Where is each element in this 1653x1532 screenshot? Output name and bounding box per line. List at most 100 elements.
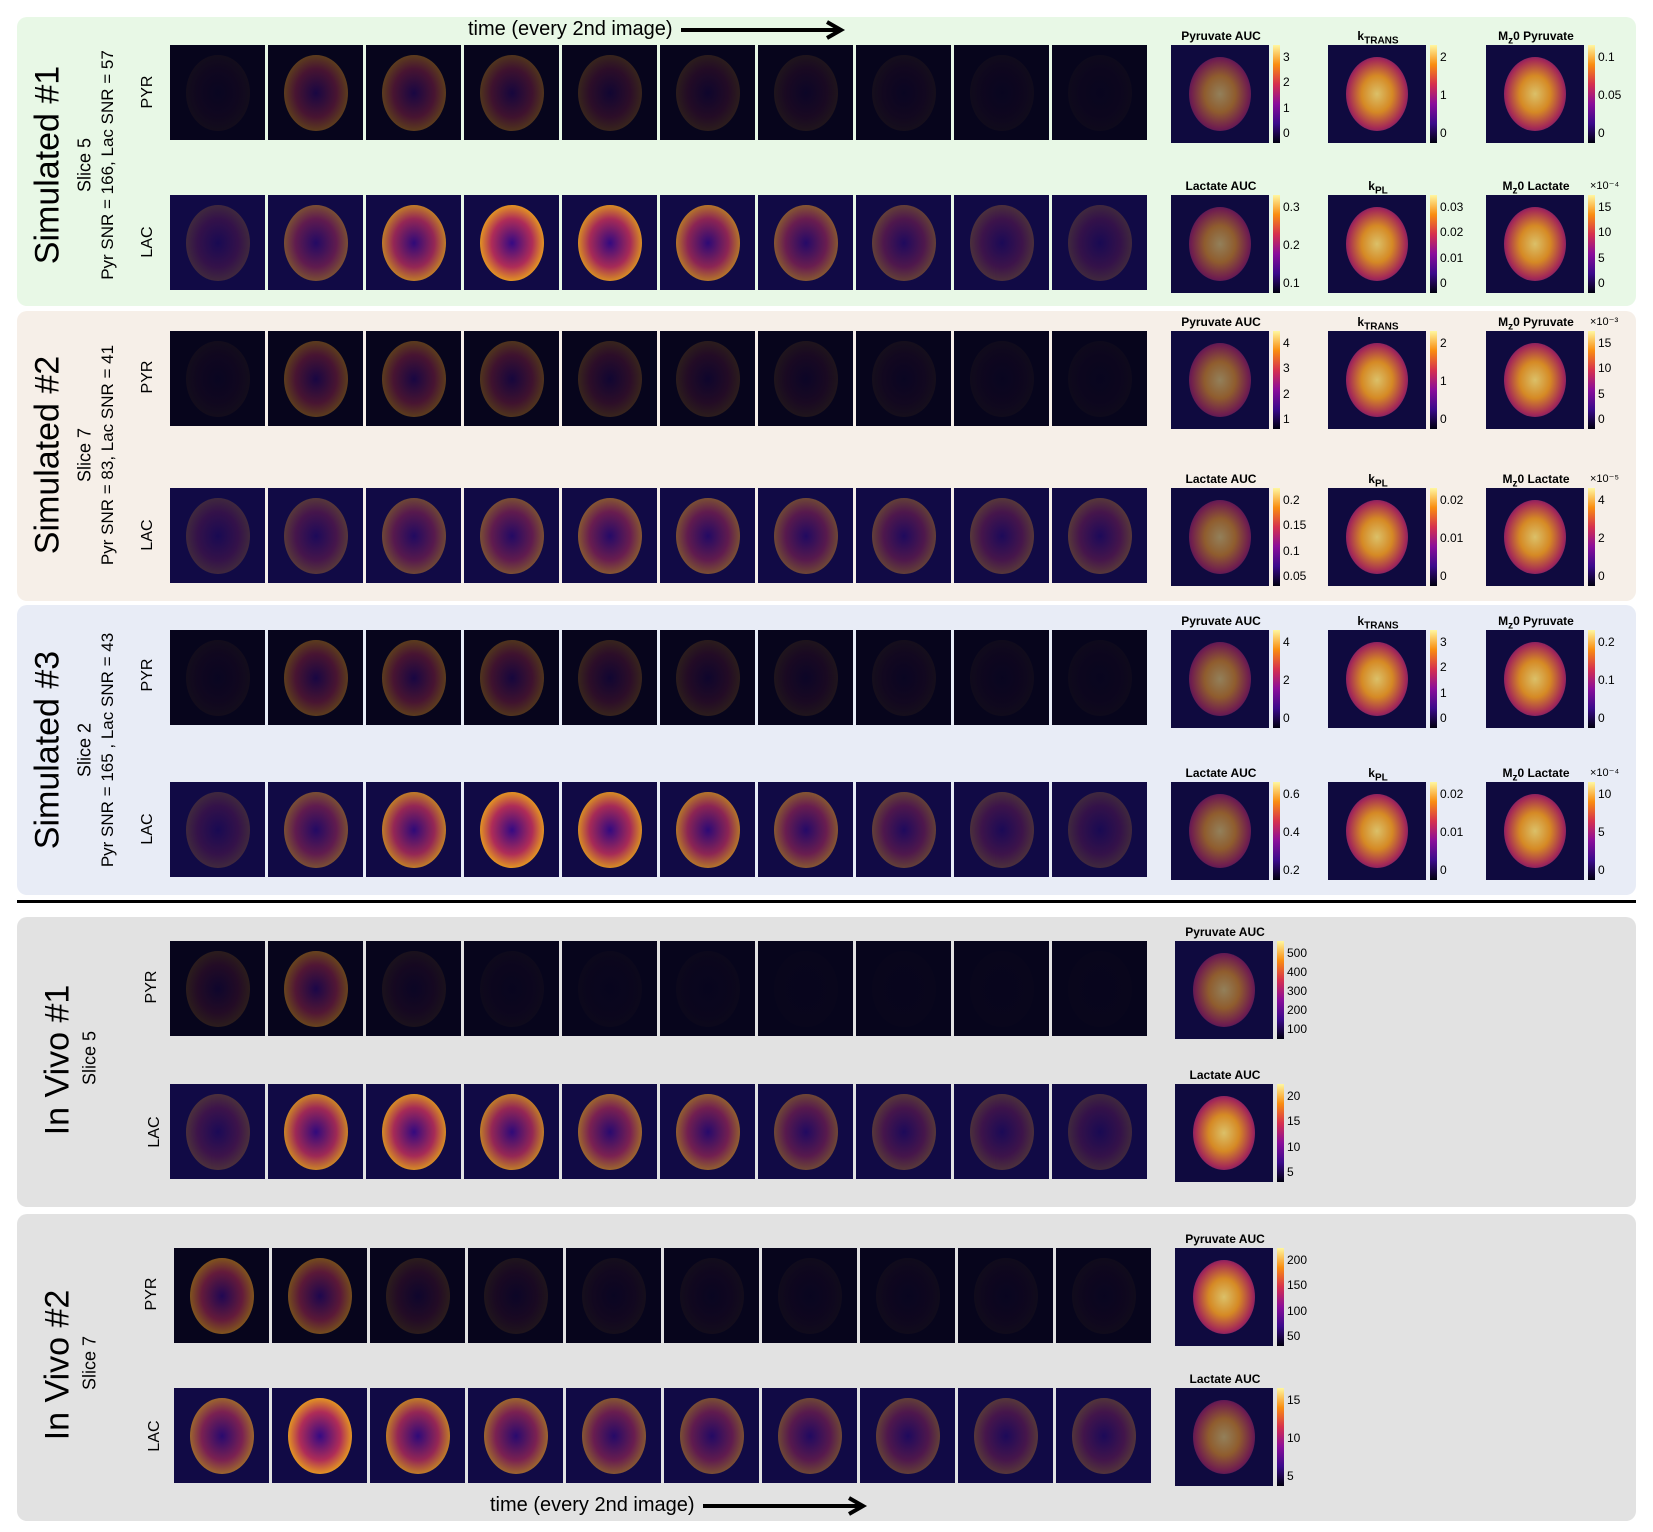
brain-shape (189, 1257, 254, 1334)
brain-shape (875, 1397, 940, 1474)
map-title-subscript: TRANS (1364, 35, 1399, 47)
time-frame-image (366, 941, 461, 1036)
brain-shape (1504, 642, 1566, 716)
time-frame-image (464, 331, 559, 426)
brain-shape (577, 54, 642, 131)
colorbar-tick: 100 (1287, 1303, 1308, 1318)
time-frame-image (268, 195, 363, 290)
colorbar-tick: 1 (1440, 685, 1447, 700)
time-frame-image (856, 630, 951, 725)
brain-shape (1189, 642, 1251, 716)
time-frame-image (954, 331, 1049, 426)
colorbar-tick: 0.02 (1440, 225, 1464, 240)
colorbar-tick: 0 (1440, 276, 1447, 291)
brain-shape (969, 1093, 1034, 1170)
colorbar-tick: 10 (1287, 1430, 1301, 1445)
brain-shape (483, 1257, 548, 1334)
time-frame-image (958, 1388, 1053, 1483)
time-frame-image (366, 331, 461, 426)
map-title-subscript: PL (1374, 478, 1388, 490)
brain-shape (1193, 1096, 1255, 1170)
brain-shape (1067, 204, 1132, 281)
colorbar (1430, 782, 1437, 880)
colorbar (1273, 331, 1280, 429)
time-label-bottom: time (every 2nd image) (490, 1494, 871, 1517)
time-frame-image (1052, 488, 1147, 583)
row-label-lac: LAC (139, 813, 156, 845)
slice-label: Slice 2 (74, 722, 95, 778)
time-frame-image (562, 45, 657, 140)
lac-time-series (170, 488, 1147, 583)
map-title-subscript: z (1512, 772, 1518, 784)
map-title: Pyruvate AUC (1185, 1232, 1265, 1246)
time-frame-image (856, 488, 951, 583)
brain-shape (185, 204, 250, 281)
time-frame-image (954, 45, 1049, 140)
brain-shape (577, 340, 642, 417)
colorbar-ticks: 0.03 0.02 0.01 0 (1440, 195, 1480, 293)
colorbar-tick: 0 (1598, 276, 1605, 291)
snr-label: Pyr SNR = 83, Lac SNR = 41 (98, 344, 117, 566)
brain-shape (1068, 951, 1132, 1027)
colorbar-tick: 2 (1598, 530, 1605, 545)
time-frame-image (954, 1084, 1049, 1179)
time-frame-image (566, 1248, 661, 1343)
brain-shape (577, 639, 642, 716)
map-title: kTRANS (1328, 315, 1428, 332)
colorbar-tick: 0 (1598, 412, 1605, 427)
brain-shape (969, 639, 1034, 716)
map-title: Mz0 Pyruvate (1486, 315, 1586, 332)
pyr-time-series (170, 630, 1147, 725)
time-frame-image (562, 630, 657, 725)
map-image (1328, 782, 1426, 880)
colorbar-tick: 3 (1283, 49, 1290, 64)
map-title-subscript: z (1508, 620, 1514, 632)
map-image (1486, 782, 1584, 880)
brain-shape (287, 1397, 352, 1474)
brain-shape (189, 1397, 254, 1474)
time-frame-image (170, 331, 265, 426)
colorbar-ticks: 4 3 2 1 (1283, 331, 1323, 429)
time-label-text: time (every 2nd image) (490, 1494, 695, 1516)
colorbar (1430, 630, 1437, 728)
row-label-lac: LAC (146, 1116, 163, 1148)
brain-shape (283, 497, 348, 574)
colorbar-tick: 1 (1440, 87, 1447, 102)
colorbar (1273, 630, 1280, 728)
time-label-text: time (every 2nd image) (468, 18, 673, 40)
colorbar (1273, 488, 1280, 586)
colorbar (1277, 1388, 1284, 1486)
colorbar-tick: 0.6 (1283, 786, 1300, 801)
colorbar-exponent: ×10⁻⁴ (1590, 767, 1620, 779)
brain-shape (385, 1397, 450, 1474)
map-image (1328, 195, 1426, 293)
map-title-symbol: M (1498, 614, 1509, 628)
row-label-lac: LAC (139, 226, 156, 258)
time-frame-image (268, 782, 363, 877)
time-frame-image (174, 1248, 269, 1343)
brain-shape (1346, 794, 1408, 868)
brain-shape (283, 639, 348, 716)
time-frame-image (860, 1388, 955, 1483)
colorbar-tick: 200 (1287, 1003, 1308, 1018)
time-frame-image (268, 941, 363, 1036)
row-label-pyr: PYR (143, 970, 160, 1004)
map-image (1171, 488, 1269, 586)
map-image (1175, 1248, 1273, 1346)
time-frame-image (954, 630, 1049, 725)
map-image (1175, 1388, 1273, 1486)
colorbar-tick: 10 (1598, 361, 1612, 376)
map-title: Mz0 Pyruvate (1486, 614, 1586, 631)
map-title-subscript: z (1508, 35, 1514, 47)
lac-time-series (170, 195, 1147, 290)
colorbar-tick: 0 (1440, 412, 1447, 427)
colorbar-tick: 2 (1440, 49, 1447, 64)
colorbar-tick: 5 (1598, 824, 1605, 839)
time-frame-image (954, 941, 1049, 1036)
colorbar-ticks: 0.02 0.01 0 (1440, 488, 1480, 586)
time-frame-image (464, 630, 559, 725)
colorbar-tick: 0.15 (1283, 518, 1307, 533)
map-title-symbol: M (1502, 766, 1513, 780)
colorbar-tick: 0.01 (1440, 250, 1464, 265)
brain-shape (773, 340, 838, 417)
